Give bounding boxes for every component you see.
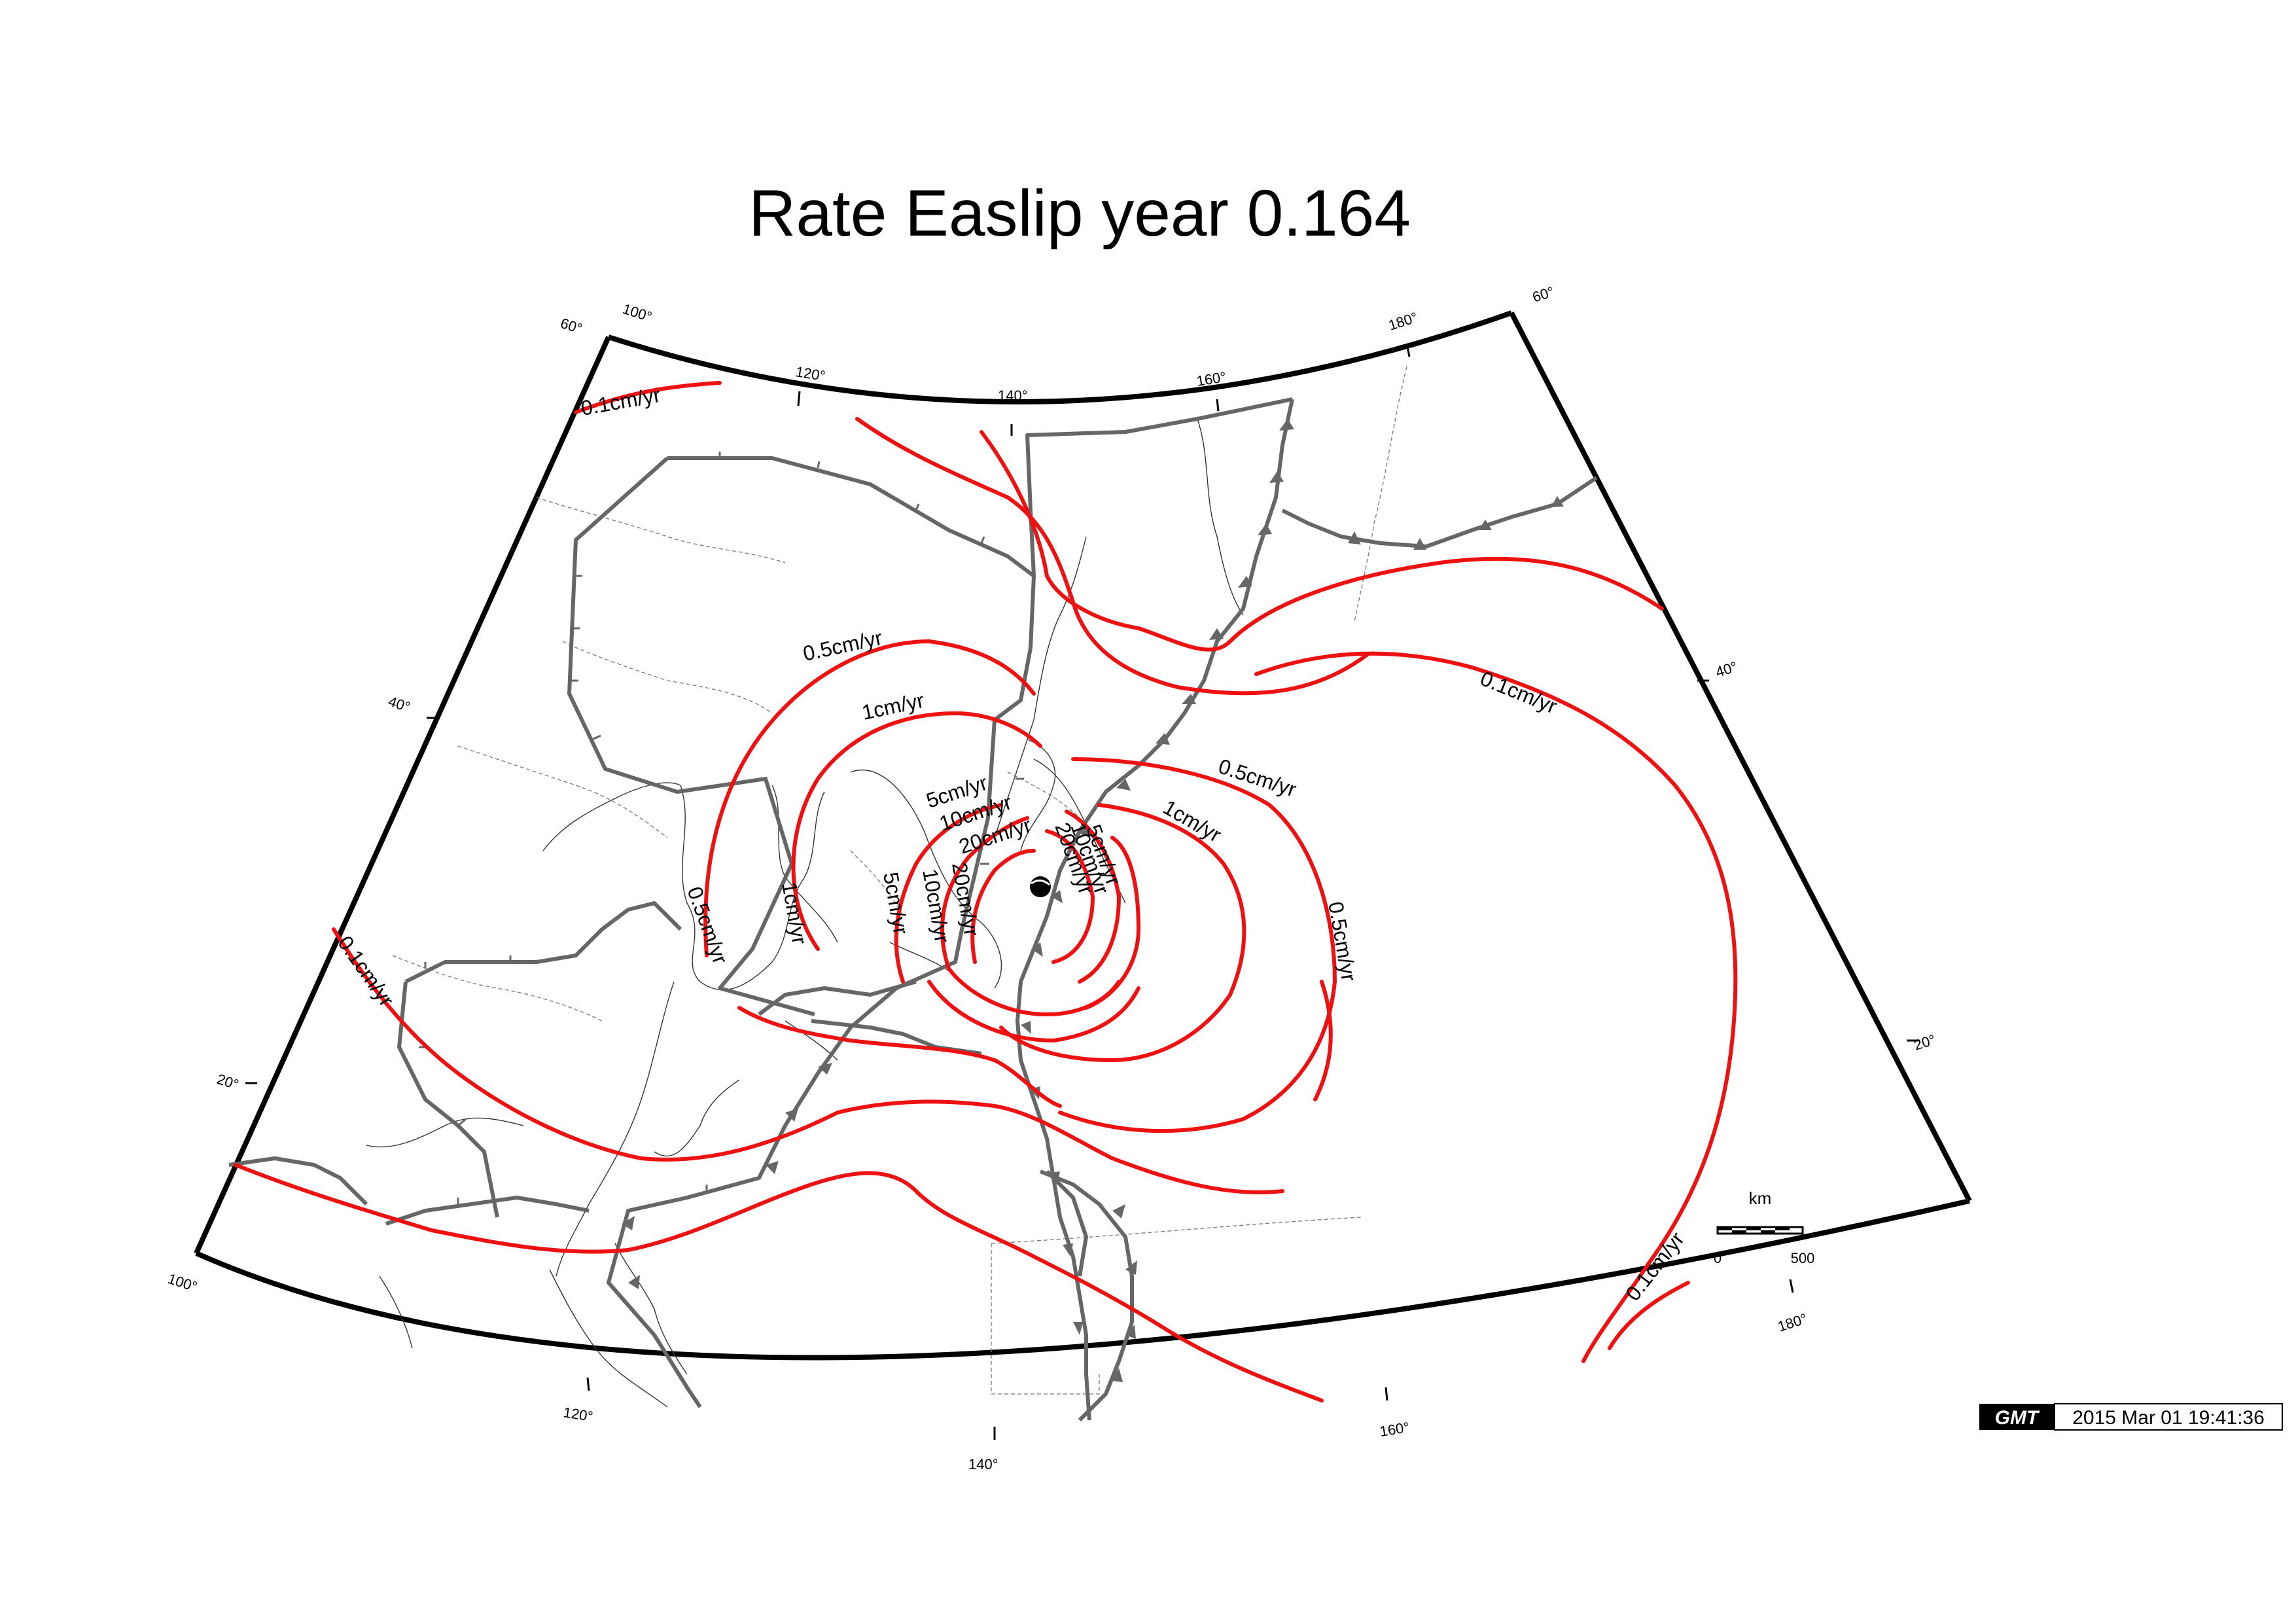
gmt-stamp: GMT 2015 Mar 01 19:41:36 [1979, 1403, 2283, 1431]
contour-label: 0.1cm/yr [1477, 666, 1561, 718]
scale-bar: km 0 500 [1714, 1188, 1814, 1266]
top-lon-label: 140° [998, 387, 1028, 404]
bottom-lon-label: 100° [166, 1270, 199, 1295]
map-frame [194, 310, 1972, 1361]
contour-label: 0.1cm/yr [579, 383, 662, 420]
left-lat-label: 60° [558, 315, 584, 337]
contour-label: 10cm/yr [918, 867, 954, 945]
top-lon-label: 180° [1386, 309, 1420, 334]
slip-rate-contours [234, 381, 1738, 1402]
contour-label: 0.5cm/yr [1216, 754, 1299, 801]
left-lat-label: 20° [215, 1071, 240, 1093]
scale-max: 500 [1791, 1250, 1815, 1266]
right-lat-label: 60° [1530, 283, 1556, 306]
plate-ticks [419, 452, 1024, 1204]
bottom-lon-label: 180° [1776, 1310, 1809, 1335]
contour-label: 1cm/yr [777, 880, 811, 946]
focal-mechanism [1030, 876, 1051, 897]
top-lon-label: 100° [620, 300, 654, 325]
plate-boundaries [228, 397, 1598, 1422]
right-lat-label: 20° [1912, 1031, 1937, 1054]
right-lat-label: 40° [1714, 658, 1739, 681]
borders [392, 366, 1407, 1395]
gmt-logo: GMT [1995, 1407, 2040, 1429]
map-title: Rate Easlip year 0.164 [749, 177, 1411, 250]
scale-min: 0 [1714, 1250, 1722, 1266]
left-lat-label: 40° [386, 693, 412, 715]
scale-unit: km [1749, 1188, 1772, 1208]
timestamp: 2015 Mar 01 19:41:36 [2072, 1407, 2265, 1429]
contour-label: 1cm/yr [1159, 795, 1226, 847]
contour-label: 0.5cm/yr [801, 626, 885, 666]
contour-label: 0.1cm/yr [1621, 1227, 1689, 1305]
contour-label: 0.1cm/yr [333, 931, 398, 1010]
bottom-lon-label: 120° [562, 1404, 594, 1425]
subduction-teeth [622, 419, 1564, 1382]
bottom-lon-label: 160° [1379, 1419, 1411, 1440]
contour-label: 0.5cm/yr [1324, 900, 1361, 983]
graticule-ticks [245, 343, 1918, 1440]
coastlines [366, 418, 1244, 1408]
bottom-lon-label: 140° [968, 1456, 998, 1472]
graticule-labels: 100° 120° 140° 160° 180° 60° 40° 20° 60°… [166, 283, 1937, 1472]
contour-label: 0.5cm/yr [682, 883, 732, 967]
